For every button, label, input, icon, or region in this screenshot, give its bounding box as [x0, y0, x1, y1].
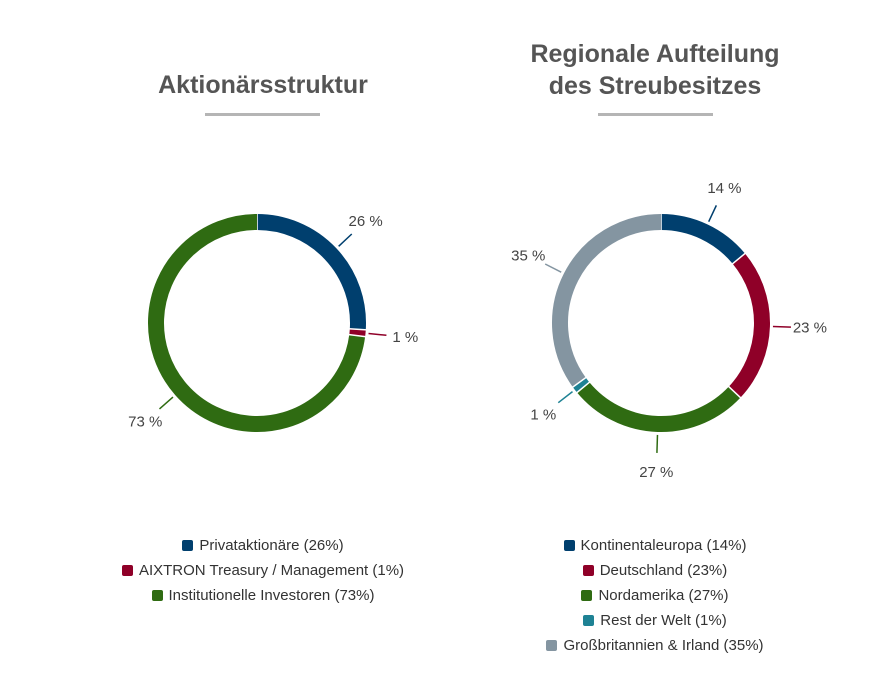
title-underline: [205, 113, 320, 116]
leader-line: [338, 233, 353, 247]
donut-slice: [577, 382, 741, 432]
legend-label: AIXTRON Treasury / Management (1%): [138, 562, 405, 579]
leader-line: [656, 434, 659, 453]
slice-separator: [348, 333, 367, 338]
legend-label: Privataktionäre (26%): [199, 537, 344, 554]
leader-line: [544, 263, 562, 273]
legend-item: Großbritannien & Irland (35%): [435, 633, 875, 658]
data-label: 1 %: [530, 406, 556, 423]
donut-slice: [728, 253, 770, 398]
leader-line: [557, 391, 573, 404]
leader-line: [708, 205, 718, 222]
data-label: 35 %: [511, 247, 545, 264]
data-label: 73 %: [128, 414, 162, 431]
title-underline: [598, 113, 713, 116]
legend-item: Kontinentaleuropa (14%): [435, 533, 875, 558]
donut-slice: [660, 214, 745, 264]
slice-separator: [727, 385, 742, 399]
legend-label: Deutschland (23%): [599, 562, 728, 579]
donut-slice: [256, 214, 366, 330]
legend-swatch: [581, 590, 593, 601]
legend-swatch: [546, 640, 558, 651]
legend-swatch: [182, 540, 194, 551]
legend-swatch: [121, 565, 133, 576]
legend-item: Privataktionäre (26%): [43, 533, 483, 558]
chart-title-shareholder-structure: Aktionärsstruktur: [158, 71, 368, 99]
donut-slice: [148, 214, 366, 432]
legend-swatch: [151, 590, 163, 601]
legend-item: Nordamerika (27%): [435, 583, 875, 608]
legend-shareholder-structure: Privataktionäre (26%) AIXTRON Treasury / …: [43, 533, 483, 608]
legend-label: Institutionelle Investoren (73%): [168, 587, 375, 604]
leader-line: [368, 332, 387, 336]
data-label: 14 %: [707, 180, 741, 197]
legend-label: Großbritannien & Irland (35%): [563, 637, 764, 654]
slice-separator: [731, 252, 747, 265]
legend-regional-distribution: Kontinentaleuropa (14%) Deutschland (23%)…: [435, 533, 875, 658]
data-label: 26 %: [349, 213, 383, 230]
slice-separator: [575, 381, 591, 394]
leader-line: [158, 396, 174, 410]
legend-item: Rest der Welt (1%): [435, 608, 875, 633]
title-line: Regionale Aufteilung: [530, 40, 780, 68]
title-line: des Streubesitzes: [548, 72, 762, 100]
chart-title-regional-distribution: Regionale Aufteilung des Streubesitzes: [455, 38, 855, 102]
legend-swatch: [563, 540, 575, 551]
slice-separator: [571, 376, 588, 389]
legend-item: Deutschland (23%): [435, 558, 875, 583]
legend-item: Institutionelle Investoren (73%): [43, 583, 483, 608]
donut-slice: [349, 328, 366, 337]
leader-line: [772, 325, 791, 328]
legend-label: Kontinentaleuropa (14%): [580, 537, 747, 554]
legend-label: Nordamerika (27%): [598, 587, 729, 604]
data-label: 1 %: [392, 329, 418, 346]
legend-label: Rest der Welt (1%): [600, 612, 727, 629]
legend-swatch: [583, 615, 595, 626]
legend-item: AIXTRON Treasury / Management (1%): [43, 558, 483, 583]
slice-separator: [348, 328, 367, 331]
donut-slice: [572, 377, 590, 393]
data-label: 23 %: [793, 320, 827, 337]
legend-swatch: [582, 565, 594, 576]
donut-slice: [552, 214, 662, 388]
data-label: 27 %: [639, 464, 673, 481]
